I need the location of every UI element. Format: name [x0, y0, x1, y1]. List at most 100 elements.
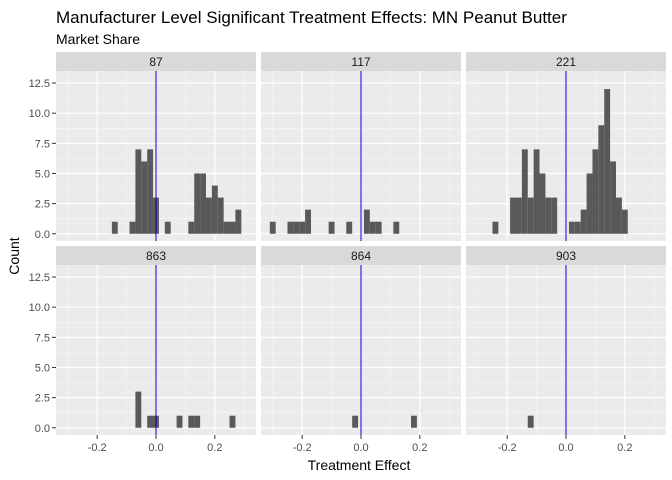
histogram-bar [164, 221, 171, 234]
histogram-bar [363, 209, 370, 234]
x-tick-label: 0.0 [148, 442, 163, 454]
histogram-bar [176, 415, 183, 428]
histogram-bar [346, 221, 353, 234]
histogram-bar [492, 221, 499, 234]
histogram-bar [206, 197, 212, 234]
x-axis: -0.2 0.0 0.2 -0.2 0.0 0.2 -0.2 0.0 0.2 [88, 435, 632, 454]
x-tick-label: 0.2 [617, 442, 632, 454]
facet-strip [261, 246, 461, 265]
y-tick-label: 10.0 [29, 302, 50, 314]
histogram-bar [527, 415, 534, 428]
histogram-bar [269, 221, 276, 234]
facet-strip-label: 87 [149, 55, 163, 69]
y-axis-bottom-row: 0.0 2.5 5.0 7.5 10.0 12.5 [29, 272, 56, 435]
facet-strip-label: 864 [351, 249, 371, 263]
histogram-bar [610, 161, 616, 234]
x-tick-label: 0.0 [558, 442, 573, 454]
histogram-bar [141, 161, 148, 234]
y-axis-label: Count [6, 237, 22, 274]
histogram-bar [229, 221, 236, 234]
histogram-bar [200, 173, 206, 234]
facet-strip-label: 117 [351, 55, 370, 69]
histogram-bar [598, 125, 605, 234]
facet-panel-117: 117 [261, 52, 461, 241]
histogram-bar [147, 149, 154, 234]
facet-panels: 87 117 221 863 864 903 [56, 52, 666, 435]
facet-panel-863: 863 [56, 246, 256, 435]
histogram-bar [135, 391, 142, 428]
histogram-bar [223, 221, 230, 234]
histogram-bar [129, 221, 136, 234]
x-tick-label: -0.2 [88, 442, 107, 454]
y-tick-label: 0.0 [35, 423, 50, 435]
histogram-bar [568, 221, 575, 234]
x-tick-label: -0.2 [498, 442, 517, 454]
histogram-bar [287, 221, 294, 234]
x-tick-label: 0.0 [353, 442, 368, 454]
histogram-bar [527, 197, 534, 234]
histogram-bar [229, 415, 236, 428]
histogram-bar [369, 221, 376, 234]
histogram-bar [539, 173, 546, 234]
histogram-bar [411, 415, 417, 428]
facet-panel-864: 864 [261, 246, 461, 435]
histogram-bar [533, 149, 540, 234]
histogram-bar [574, 221, 581, 234]
y-tick-label: 2.5 [35, 393, 50, 405]
histogram-bar [211, 185, 218, 234]
histogram-bar [328, 221, 335, 234]
y-tick-label: 10.0 [29, 108, 50, 120]
histogram-bar [188, 221, 195, 234]
histogram-bar [135, 149, 142, 234]
y-axis-top-row: 0.0 2.5 5.0 7.5 10.0 12.5 [29, 78, 56, 241]
y-tick-label: 12.5 [29, 78, 50, 90]
facet-strip [466, 52, 666, 71]
histogram-bar [375, 221, 382, 234]
histogram-bar [551, 197, 558, 234]
facet-strip [466, 246, 666, 265]
y-tick-label: 0.0 [35, 229, 50, 241]
histogram-bar [516, 197, 522, 234]
chart-subtitle: Market Share [56, 31, 140, 47]
facet-panel-87: 87 [56, 52, 256, 241]
x-axis-label: Treatment Effect [308, 457, 411, 473]
histogram-bar [299, 221, 306, 234]
x-tick-label: 0.2 [207, 442, 222, 454]
histogram-bar [217, 197, 224, 234]
histogram-bar [545, 197, 552, 234]
facet-panel-903: 903 [466, 246, 666, 435]
y-tick-label: 12.5 [29, 272, 50, 284]
histogram-bar [510, 197, 516, 234]
histogram-bar [194, 415, 201, 428]
y-tick-label: 7.5 [35, 332, 50, 344]
histogram-bar [147, 415, 154, 428]
facet-strip-label: 863 [146, 249, 166, 263]
histogram-bar [393, 221, 400, 234]
x-tick-label: 0.2 [412, 442, 427, 454]
y-tick-label: 2.5 [35, 199, 50, 211]
histogram-bar [621, 209, 628, 234]
facet-strip-label: 221 [556, 55, 576, 69]
facet-strip-label: 903 [556, 249, 576, 263]
histogram-bar [616, 197, 622, 234]
histogram-bar [111, 221, 118, 234]
histogram-bar [521, 149, 528, 234]
histogram-bar [235, 209, 242, 234]
histogram-bar [352, 415, 359, 428]
x-tick-label: -0.2 [293, 442, 312, 454]
y-tick-label: 5.0 [35, 362, 50, 374]
facet-strip [56, 246, 256, 265]
histogram-bar [592, 149, 599, 234]
facet-strip [56, 52, 256, 71]
histogram-bar [580, 209, 587, 234]
chart-title: Manufacturer Level Significant Treatment… [56, 8, 567, 27]
histogram-bar [604, 89, 611, 234]
y-tick-label: 5.0 [35, 168, 50, 180]
histogram-bar [586, 173, 593, 234]
facet-panel-221: 221 [466, 52, 666, 241]
histogram-bar [194, 173, 201, 234]
y-tick-label: 7.5 [35, 138, 50, 150]
histogram-bar [293, 221, 300, 234]
histogram-bar [188, 415, 195, 428]
